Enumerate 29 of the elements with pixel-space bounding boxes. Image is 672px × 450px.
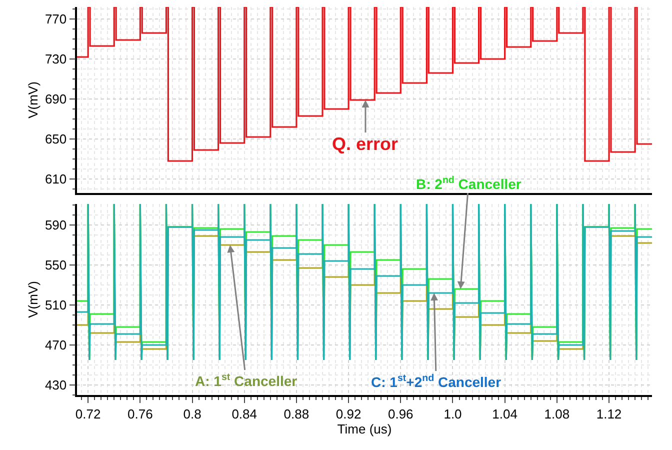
x-tick-label: 1.0	[444, 406, 462, 422]
y-tick-label: 770	[44, 12, 67, 27]
x-tick-label: 1.04	[492, 406, 518, 422]
y-tick-label: 610	[44, 172, 67, 187]
y-tick-label: 550	[44, 258, 67, 273]
x-tick-label: 0.72	[75, 406, 101, 422]
y-tick-label: 650	[44, 132, 67, 147]
x-tick-label: 0.88	[284, 406, 310, 422]
x-tick-label: 0.92	[336, 406, 362, 422]
annotation: Q. error	[332, 134, 398, 154]
y-tick-label: 690	[44, 92, 67, 107]
annotation: B: 2$^{nd}$ Canceller	[416, 175, 522, 192]
annotation: A: 1$^{st}$ Canceller	[195, 372, 298, 389]
y-tick-label: 590	[44, 218, 67, 233]
x-tick-label: 0.76	[128, 406, 153, 422]
y-axis-title: V(mV)	[25, 281, 40, 318]
x-tick-label: 1.12	[596, 406, 622, 422]
y-tick-label: 470	[44, 338, 67, 353]
y-tick-label: 510	[44, 298, 67, 313]
x-tick-label: 1.08	[544, 406, 570, 422]
y-tick-label: 730	[44, 52, 67, 67]
y-tick-label: 430	[44, 378, 67, 393]
annotation: C: 1$^{st}$+2$^{nd}$ Canceller	[371, 373, 502, 390]
x-tick-label: 0.8	[183, 406, 202, 422]
y-axis-title: V(mV)	[25, 82, 40, 118]
x-tick-label: 0.84	[232, 406, 258, 422]
x-axis-title: Time (us)	[337, 421, 392, 436]
line-series	[77, 7, 652, 162]
x-tick-label: 0.96	[388, 406, 414, 422]
